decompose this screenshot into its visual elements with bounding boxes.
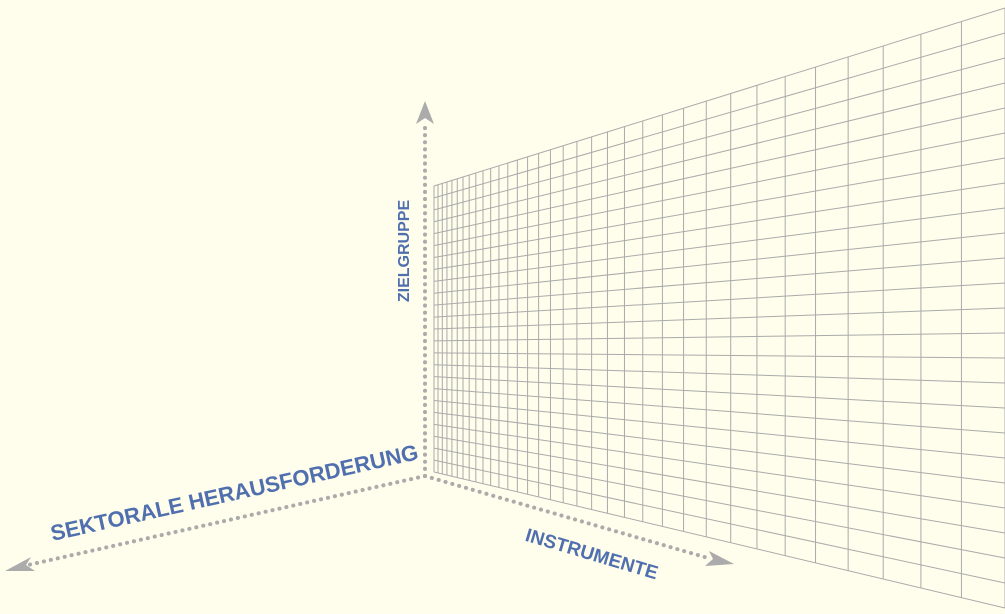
grid-horizontal-line	[433, 364, 1005, 384]
grid-horizontal-line	[433, 400, 1005, 459]
grid-horizontal-line	[433, 32, 1005, 199]
grid-horizontal-line	[433, 82, 1005, 223]
grid-horizontal-line	[433, 411, 1005, 484]
vertical-axis-label: ZIELGRUPPE	[396, 200, 413, 303]
axes	[26, 122, 710, 567]
grid-horizontal-line	[433, 132, 1005, 247]
right-axis-arrowhead	[705, 551, 734, 566]
grid-horizontal-line	[433, 376, 1005, 409]
vertical-axis-arrowhead	[416, 101, 434, 124]
left-axis-arrowhead	[5, 557, 35, 571]
grid-horizontal-line	[433, 471, 1005, 609]
grid-horizontal-line	[433, 447, 1005, 559]
grid-horizontal-line	[433, 7, 1005, 187]
left-axis-label-text: SEKTORALE HERAUSFORDERUNG	[48, 439, 420, 545]
right-axis-label: INSTRUMENTE	[523, 525, 661, 584]
grid-horizontal-line	[433, 352, 1005, 359]
grid-horizontal-line	[433, 232, 1005, 294]
grid-horizontal-line	[433, 423, 1005, 509]
grid-horizontal-line	[433, 257, 1005, 306]
grid-horizontal-line	[433, 388, 1005, 434]
grid-horizontal-line	[433, 332, 1005, 342]
grid-horizontal-line	[433, 57, 1005, 211]
grid-horizontal-line	[433, 107, 1005, 235]
grid-horizontal-line	[433, 307, 1005, 330]
left-axis-line	[26, 474, 427, 567]
perspective-grid-plane	[433, 7, 1005, 609]
grid-horizontal-line	[433, 459, 1005, 584]
grid-horizontal-line	[433, 207, 1005, 282]
left-axis-label: SEKTORALE HERAUSFORDERUNG	[48, 439, 420, 545]
right-axis-line	[423, 474, 710, 560]
grid-horizontal-line	[433, 182, 1005, 270]
axis-arrowheads	[5, 101, 734, 571]
grid-horizontal-line	[433, 157, 1005, 258]
grid-horizontal-line	[433, 282, 1005, 318]
grid-horizontal-line	[433, 435, 1005, 534]
